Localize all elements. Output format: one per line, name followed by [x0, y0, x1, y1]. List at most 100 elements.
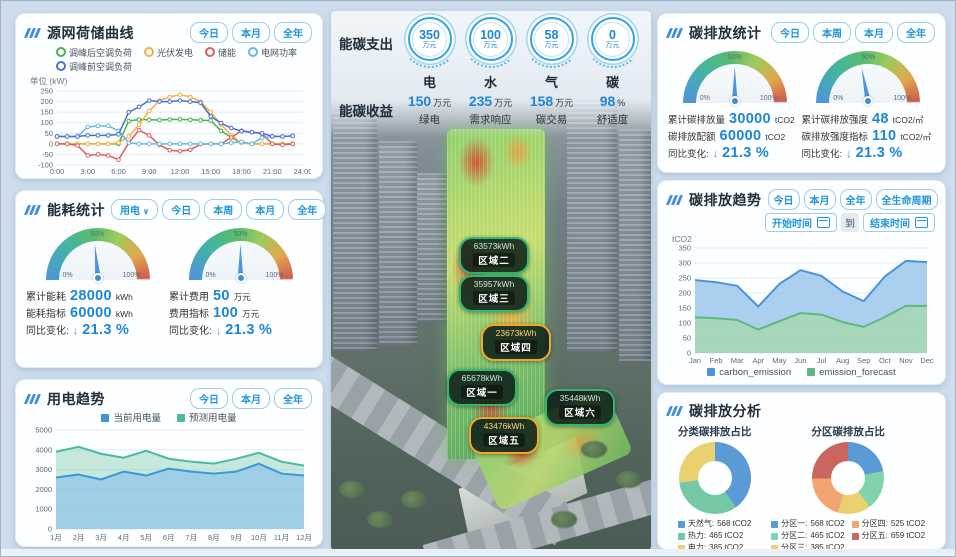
- calendar-icon[interactable]: [915, 217, 928, 228]
- legend-item[interactable]: carbon_emission: [707, 367, 791, 378]
- panel-grid-curve: 源网荷储曲线 今日 本月 全年 调峰后空调负荷 光伏发电 储能 电网功率 调峰前…: [15, 13, 323, 179]
- carbon-range-week[interactable]: 本周: [813, 22, 851, 43]
- legend-item[interactable]: 预测用电量: [177, 410, 237, 424]
- legend-item[interactable]: 当前用电量: [101, 410, 161, 424]
- right-column: 碳排放统计 今日 本周 本月 全年 50% 0% 100%: [657, 13, 946, 552]
- ctrend-range-lifecycle[interactable]: 全生命周期: [875, 189, 938, 210]
- tree: [401, 491, 427, 508]
- panel-icon: [23, 27, 42, 38]
- panel-title: 碳排放分析: [689, 403, 762, 419]
- legend-marker-icon: [144, 47, 155, 57]
- ctrend-range-today[interactable]: 今日: [767, 189, 800, 210]
- category-donut-legend: 天然气568 tCO2 热力465 tCO2 电力385 tCO2: [677, 518, 751, 554]
- carbon-emission-gauge: 50% 0% 100%: [682, 51, 787, 106]
- ctrend-range-year[interactable]: 全年: [839, 189, 872, 210]
- end-date-input[interactable]: 结束时间: [863, 213, 935, 232]
- zone-donut-block: 分区碳排放占比 分区一568 tCO2 分区二465 tCO2 分区三385 t…: [771, 422, 925, 554]
- svg-text:Mar: Mar: [730, 356, 743, 365]
- svg-text:Nov: Nov: [899, 356, 913, 365]
- svg-text:0: 0: [49, 139, 53, 148]
- ctrend-range-month[interactable]: 本月: [803, 189, 836, 210]
- svg-text:9月: 9月: [231, 533, 243, 542]
- expense-item-electricity: 350 万元 电: [400, 17, 459, 91]
- legend-marker-icon: [851, 532, 859, 540]
- carbon-range-year[interactable]: 全年: [897, 22, 935, 43]
- svg-text:9:00: 9:00: [142, 167, 157, 176]
- carbon-range-today[interactable]: 今日: [771, 22, 809, 43]
- power-range-today[interactable]: 今日: [190, 388, 228, 409]
- grid-curve-range-year[interactable]: 全年: [274, 22, 312, 43]
- panel-title: 能耗统计: [47, 201, 105, 218]
- tree: [616, 471, 642, 488]
- legend-item[interactable]: 光伏发电: [144, 46, 193, 59]
- income-label: 能碳收益: [339, 104, 393, 119]
- region-label-3: 35957kWh 区域三: [459, 275, 529, 313]
- grid-curve-range-today[interactable]: 今日: [190, 22, 228, 43]
- region-label-1: 65678kWh 区域一: [447, 369, 517, 407]
- legend-marker-icon: [56, 61, 66, 71]
- expense-item-water: 100 万元 水: [461, 17, 520, 91]
- energy-range-month[interactable]: 本月: [246, 199, 285, 220]
- legend-label: 储能: [218, 48, 237, 58]
- panel-icon: [665, 27, 684, 38]
- svg-text:Jun: Jun: [794, 356, 806, 365]
- expense-circle: 58 万元: [522, 17, 581, 68]
- expense-circle: 350 万元: [400, 17, 459, 68]
- svg-text:1000: 1000: [35, 505, 52, 514]
- svg-text:2000: 2000: [35, 485, 52, 494]
- donut-title: 分区碳排放占比: [811, 426, 885, 438]
- legend-label: 调峰后空调负荷: [69, 48, 133, 58]
- tree: [551, 511, 577, 528]
- legend-label: 调峰前空调负荷: [69, 62, 133, 72]
- carbon-range-month[interactable]: 本月: [855, 22, 893, 43]
- gauge-needle: [237, 244, 244, 278]
- svg-text:100: 100: [678, 319, 691, 328]
- power-range-year[interactable]: 全年: [274, 388, 312, 409]
- legend-item[interactable]: emission_forecast: [807, 367, 896, 378]
- legend-marker-icon: [205, 47, 216, 57]
- legend-item[interactable]: 电网功率: [248, 46, 297, 59]
- income-item-comfort: 98% 舒适度: [596, 93, 629, 126]
- legend-item: 分区一568 tCO2: [771, 518, 845, 530]
- svg-text:1月: 1月: [50, 533, 62, 542]
- legend-item[interactable]: 调峰前空调负荷: [56, 60, 132, 73]
- start-date-input[interactable]: 开始时间: [765, 213, 837, 232]
- energy-range-year[interactable]: 全年: [288, 199, 327, 220]
- power-range-month[interactable]: 本月: [232, 388, 270, 409]
- svg-text:Dec: Dec: [920, 356, 934, 365]
- legend-marker-icon: [707, 368, 716, 376]
- panel-title: 源网荷储曲线: [47, 24, 134, 41]
- zone-donut-chart: [812, 442, 885, 514]
- panel-title: 碳排放统计: [689, 24, 762, 41]
- svg-text:0: 0: [48, 525, 52, 534]
- energy-range-week[interactable]: 本周: [204, 199, 243, 220]
- svg-text:8月: 8月: [208, 533, 220, 542]
- panel-power-trend: 用电趋势 今日 本月 全年 当前用电量 预测用电量 5000 4000 3000 20…: [15, 379, 323, 547]
- zone-donut-legend: 分区一568 tCO2 分区二465 tCO2 分区三385 tCO2 分区四5…: [771, 518, 925, 554]
- legend-item[interactable]: 储能: [205, 46, 236, 59]
- legend-item[interactable]: 调峰后空调负荷: [56, 46, 132, 59]
- category-donut-block: 分类碳排放占比 天然气568 tCO2 热力465 tCO2 电力385 tCO…: [677, 422, 751, 554]
- power-trend-chart: 5000 4000 3000 2000 1000 01月 2月 3月 4月 5月 6月 7月 8月 9月 1…: [35, 426, 312, 543]
- down-arrow-icon: ↓: [712, 148, 719, 160]
- legend-marker-icon: [771, 532, 779, 540]
- panel-icon: [23, 204, 42, 215]
- expense-item-carbon: 0 万元 碳: [583, 17, 642, 91]
- down-arrow-icon: ↓: [72, 325, 79, 337]
- calendar-icon[interactable]: [817, 217, 830, 228]
- energy-type-dropdown[interactable]: 用电 ∨: [111, 199, 159, 220]
- svg-text:3月: 3月: [95, 533, 107, 542]
- energy-range-today[interactable]: 今日: [162, 199, 201, 220]
- legend-marker-icon: [177, 414, 185, 422]
- tree: [581, 441, 607, 458]
- carbon-trend-legend: carbon_emission emission_forecast: [668, 367, 935, 378]
- svg-text:12:00: 12:00: [171, 167, 190, 176]
- svg-text:5月: 5月: [140, 533, 152, 542]
- expense-item-gas: 58 万元 气: [522, 17, 581, 91]
- legend-marker-icon: [101, 414, 110, 422]
- svg-text:Feb: Feb: [709, 356, 722, 365]
- grid-curve-range-month[interactable]: 本月: [232, 22, 270, 43]
- svg-text:100: 100: [40, 118, 53, 127]
- region-label-6: 35448kWh 区域六: [545, 389, 615, 427]
